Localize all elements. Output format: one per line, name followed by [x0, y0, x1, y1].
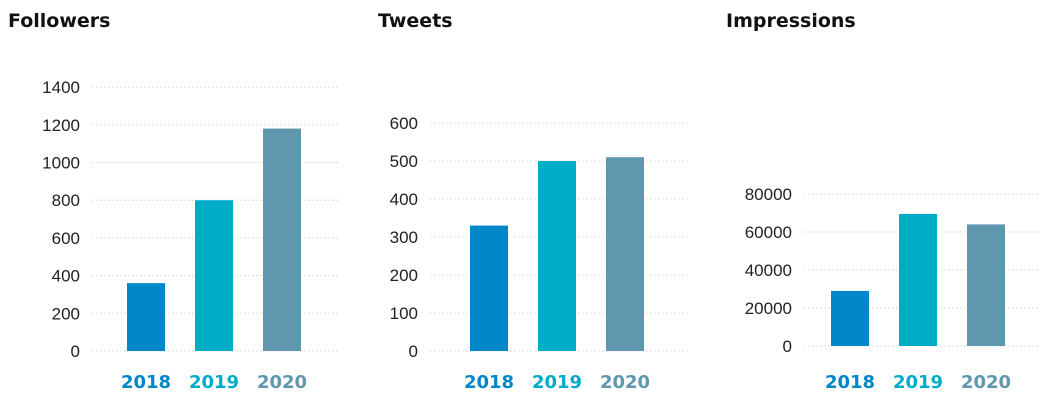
- category-label-2020: 2020: [961, 372, 1011, 393]
- y-tick-label: 1200: [42, 116, 80, 135]
- category-label-2018: 2018: [825, 372, 875, 393]
- bar-2019: [538, 161, 576, 351]
- bar-2019: [195, 200, 233, 351]
- y-tick-label: 1400: [42, 78, 80, 97]
- y-tick-label: 20000: [745, 299, 792, 318]
- y-tick-label: 60000: [745, 223, 792, 242]
- y-tick-label: 80000: [745, 185, 792, 204]
- y-tick-label: 300: [390, 228, 418, 247]
- chart-title-1: Tweets: [378, 10, 453, 32]
- category-label-2020: 2020: [600, 372, 650, 393]
- y-tick-label: 400: [52, 267, 80, 286]
- y-tick-label: 600: [390, 114, 418, 133]
- y-tick-label: 200: [390, 266, 418, 285]
- bar-2018: [470, 225, 508, 351]
- y-tick-label: 40000: [745, 261, 792, 280]
- category-label-2018: 2018: [464, 372, 514, 393]
- y-tick-label: 0: [409, 342, 418, 361]
- bar-2020: [263, 128, 301, 351]
- y-tick-label: 1000: [42, 154, 80, 173]
- bar-2020: [606, 157, 644, 351]
- bar-2018: [127, 283, 165, 351]
- bar-2019: [899, 213, 937, 346]
- y-tick-label: 200: [52, 304, 80, 323]
- bar-2018: [831, 290, 869, 346]
- chart-title-0: Followers: [8, 10, 110, 32]
- y-tick-label: 600: [52, 229, 80, 248]
- y-tick-label: 400: [390, 190, 418, 209]
- category-label-2019: 2019: [893, 372, 943, 393]
- bar-2020: [967, 224, 1005, 346]
- y-tick-label: 100: [390, 304, 418, 323]
- chart-title-2: Impressions: [726, 10, 856, 32]
- category-label-2020: 2020: [257, 372, 307, 393]
- y-tick-label: 0: [783, 337, 792, 356]
- category-label-2019: 2019: [532, 372, 582, 393]
- y-tick-label: 800: [52, 191, 80, 210]
- y-tick-label: 500: [390, 152, 418, 171]
- y-tick-label: 0: [71, 342, 80, 361]
- category-label-2019: 2019: [189, 372, 239, 393]
- category-label-2018: 2018: [121, 372, 171, 393]
